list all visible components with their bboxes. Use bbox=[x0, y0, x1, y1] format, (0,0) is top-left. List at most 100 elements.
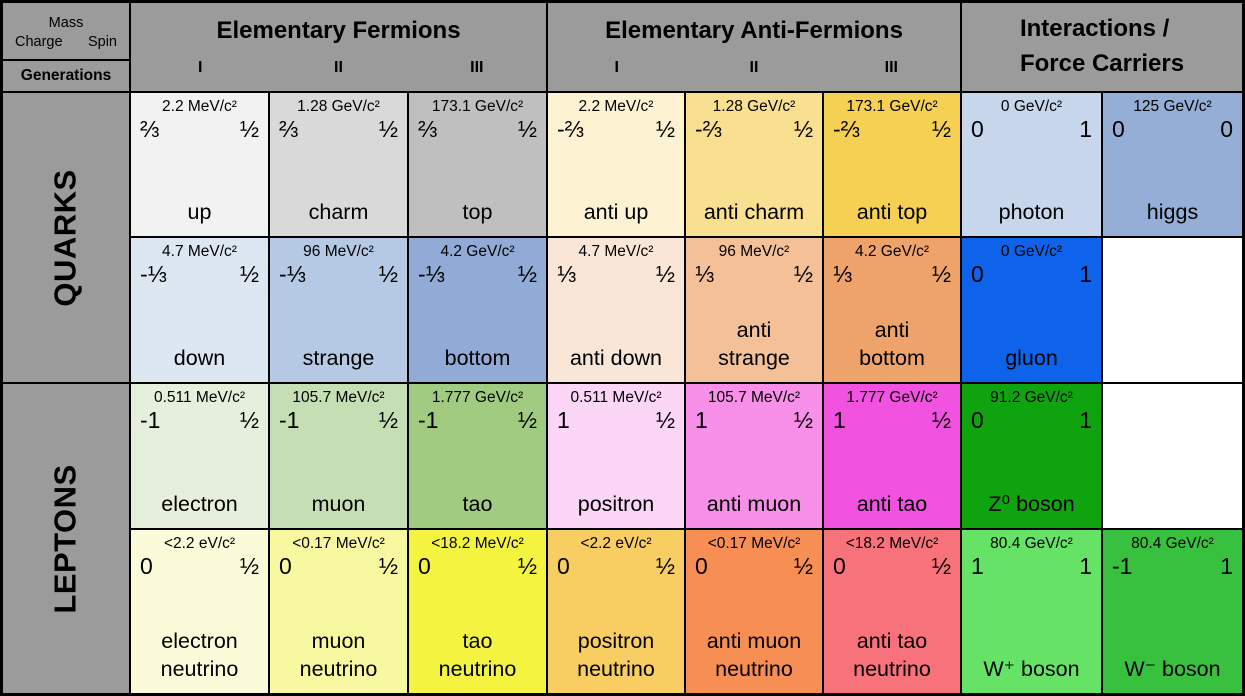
particle-mass: 105.7 MeV/c² bbox=[707, 389, 801, 406]
particle-mass: <2.2 eV/c² bbox=[580, 535, 652, 552]
particle-name: positron bbox=[577, 492, 655, 517]
fermions-gen-3: III bbox=[470, 59, 484, 76]
particle-charge: -1 bbox=[1112, 553, 1133, 579]
particle-charge-spin-row: ⅔ ½ bbox=[279, 116, 398, 142]
cell-photon: 0 GeV/c² 0 1 photon bbox=[962, 93, 1101, 236]
particle-mass: <0.17 MeV/c² bbox=[292, 535, 385, 552]
particle-mass: <18.2 MeV/c² bbox=[845, 535, 939, 552]
particle-charge-spin-row: 0 1 bbox=[971, 407, 1092, 433]
group-label-leptons: LEPTONS bbox=[3, 384, 129, 693]
particle-charge-spin-row: -1 1 bbox=[1112, 553, 1233, 579]
cell-positron: 0.511 MeV/c² 1 ½ positron bbox=[548, 384, 684, 528]
particle-spin: ½ bbox=[378, 553, 398, 579]
particle-charge-spin-row: 0 1 bbox=[971, 261, 1092, 287]
particle-charge: ⅔ bbox=[418, 116, 438, 142]
particle-charge: -⅔ bbox=[833, 116, 860, 142]
particle-mass: 4.7 MeV/c² bbox=[162, 243, 237, 260]
particle-spin: ½ bbox=[793, 553, 813, 579]
cell-electron-neutrino: <2.2 eV/c² 0 ½ electron neutrino bbox=[131, 530, 268, 693]
fermions-title: Elementary Fermions bbox=[216, 17, 461, 44]
particle-charge: -⅔ bbox=[557, 116, 584, 142]
particle-spin: ½ bbox=[931, 261, 951, 287]
particle-name: electron neutrino bbox=[160, 629, 239, 682]
particle-charge-spin-row: -⅔ ½ bbox=[557, 116, 675, 142]
cell-charm: 1.28 GeV/c² ⅔ ½ charm bbox=[270, 93, 407, 236]
particle-mass: <2.2 eV/c² bbox=[163, 535, 236, 552]
particle-spin: ½ bbox=[517, 116, 537, 142]
particle-name: anti bottom bbox=[859, 318, 925, 371]
particle-charge-spin-row: ⅔ ½ bbox=[418, 116, 537, 142]
cell-tao: 1.777 GeV/c² -1 ½ tao bbox=[409, 384, 546, 528]
particle-name: W⁺ boson bbox=[983, 657, 1080, 682]
cell-anti-down: 4.7 MeV/c² ⅓ ½ anti down bbox=[548, 238, 684, 382]
particle-spin: ½ bbox=[793, 407, 813, 433]
particle-spin: 1 bbox=[1079, 553, 1092, 579]
cell-anti-charm: 1.28 GeV/c² -⅔ ½ anti charm bbox=[686, 93, 822, 236]
cell-anti-top: 173.1 GeV/c² -⅔ ½ anti top bbox=[824, 93, 960, 236]
particle-charge-spin-row: 0 ½ bbox=[418, 553, 537, 579]
particle-charge: ⅓ bbox=[695, 261, 715, 287]
particle-charge: ⅔ bbox=[140, 116, 160, 142]
particle-name: top bbox=[462, 200, 493, 225]
particle-charge-spin-row: ⅔ ½ bbox=[140, 116, 259, 142]
particle-charge: 0 bbox=[695, 553, 708, 579]
fermions-generations-row: I II III bbox=[131, 59, 546, 89]
particle-spin: ½ bbox=[378, 116, 398, 142]
particle-charge: ⅓ bbox=[833, 261, 853, 287]
particle-charge-spin-row: -1 ½ bbox=[279, 407, 398, 433]
cell-anti-strange: 96 MeV/c² ⅓ ½ anti strange bbox=[686, 238, 822, 382]
quarks-label-text: QUARKS bbox=[48, 168, 83, 307]
particle-name: anti top bbox=[856, 200, 928, 225]
particle-name: Z⁰ boson bbox=[988, 492, 1075, 517]
header-interactions-force-carriers: Interactions / Force Carriers bbox=[962, 3, 1242, 91]
particle-mass: 4.2 GeV/c² bbox=[440, 243, 515, 260]
particle-spin: 1 bbox=[1079, 116, 1092, 142]
particle-charge: ⅓ bbox=[557, 261, 577, 287]
particle-charge: 0 bbox=[971, 407, 984, 433]
particle-mass: 0 GeV/c² bbox=[1000, 98, 1063, 115]
particle-spin: 1 bbox=[1079, 261, 1092, 287]
generations-label: Generations bbox=[3, 61, 129, 91]
leptons-label-text: LEPTONS bbox=[48, 463, 83, 614]
particle-charge: -1 bbox=[140, 407, 161, 433]
particle-mass: 91.2 GeV/c² bbox=[990, 389, 1073, 406]
anti-fermions-generations-row: I II III bbox=[548, 59, 960, 89]
particle-mass: 1.777 GeV/c² bbox=[431, 389, 524, 406]
cell-strange: 96 MeV/c² -⅓ ½ strange bbox=[270, 238, 407, 382]
particle-mass: 96 MeV/c² bbox=[303, 243, 374, 260]
particle-name: gluon bbox=[1005, 346, 1058, 371]
particle-mass: 80.4 GeV/c² bbox=[990, 535, 1073, 552]
particle-name: electron bbox=[161, 492, 238, 517]
anti-fermions-gen-3: III bbox=[884, 59, 898, 76]
cell-anti-muon: 105.7 MeV/c² 1 ½ anti muon bbox=[686, 384, 822, 528]
particle-spin: 1 bbox=[1079, 407, 1092, 433]
particle-spin: ½ bbox=[793, 261, 813, 287]
particle-spin: ½ bbox=[655, 553, 675, 579]
particle-spin: ½ bbox=[239, 116, 259, 142]
particle-charge: 0 bbox=[140, 553, 153, 579]
particle-charge: 1 bbox=[833, 407, 846, 433]
fermions-gen-1: I bbox=[197, 59, 203, 76]
particle-spin: ½ bbox=[931, 116, 951, 142]
cell-muon: 105.7 MeV/c² -1 ½ muon bbox=[270, 384, 407, 528]
particle-mass: 125 GeV/c² bbox=[1133, 98, 1212, 115]
particle-spin: 1 bbox=[1220, 553, 1233, 579]
particle-charge: ⅔ bbox=[279, 116, 299, 142]
particle-mass: <18.2 MeV/c² bbox=[431, 535, 524, 552]
particle-charge-spin-row: 1 1 bbox=[971, 553, 1092, 579]
particle-name: anti strange bbox=[718, 318, 790, 371]
particle-spin: 0 bbox=[1220, 116, 1233, 142]
particle-spin: ½ bbox=[793, 116, 813, 142]
cell-w-minus-boson: 80.4 GeV/c² -1 1 W⁻ boson bbox=[1103, 530, 1242, 693]
particle-name: bottom bbox=[444, 346, 511, 371]
particle-charge: -⅓ bbox=[140, 261, 167, 287]
particle-spin: ½ bbox=[517, 261, 537, 287]
cell-higgs: 125 GeV/c² 0 0 higgs bbox=[1103, 93, 1242, 236]
cell-electron: 0.511 MeV/c² -1 ½ electron bbox=[131, 384, 268, 528]
particle-charge: -1 bbox=[279, 407, 300, 433]
interactions-title: Interactions / Force Carriers bbox=[1019, 15, 1185, 77]
particle-name: tao bbox=[462, 492, 493, 517]
particle-name: anti down bbox=[569, 346, 663, 371]
particle-charge: -⅓ bbox=[418, 261, 445, 287]
